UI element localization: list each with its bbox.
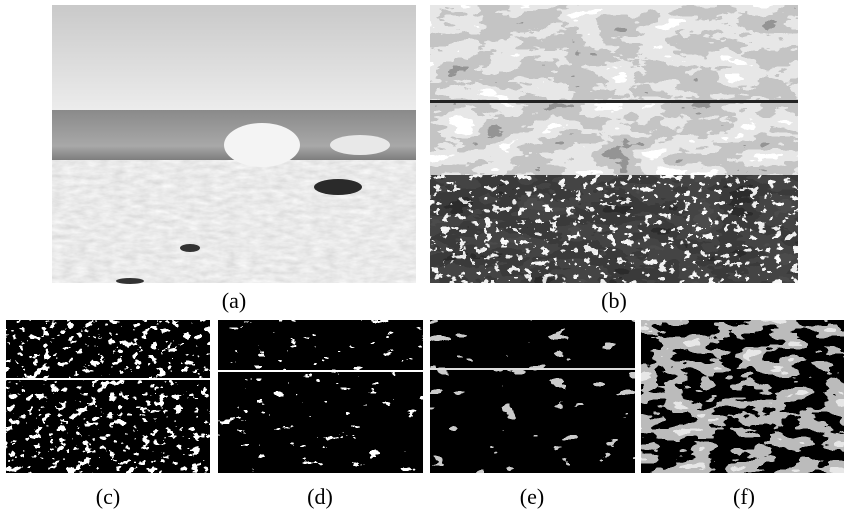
figure: (a) (b) (c) (d) (e) (f): [0, 0, 844, 511]
panel-c-image: [6, 320, 210, 473]
panel-caption: (e): [520, 484, 544, 509]
panel-a-image: [52, 5, 416, 284]
panel-caption: (c): [96, 484, 120, 509]
panel-caption: (d): [307, 484, 333, 509]
panel-f-image: [641, 320, 844, 473]
panel-caption: (f): [733, 484, 755, 509]
panel-caption: (a): [222, 288, 246, 313]
panel-e-image: [430, 320, 635, 473]
panel-caption: (b): [601, 288, 627, 313]
panel-d-image: [218, 320, 423, 473]
panel-b-image: [430, 5, 798, 283]
page: (a) (b) (c) (d) (e) (f) (() => { const d…: [0, 0, 844, 511]
